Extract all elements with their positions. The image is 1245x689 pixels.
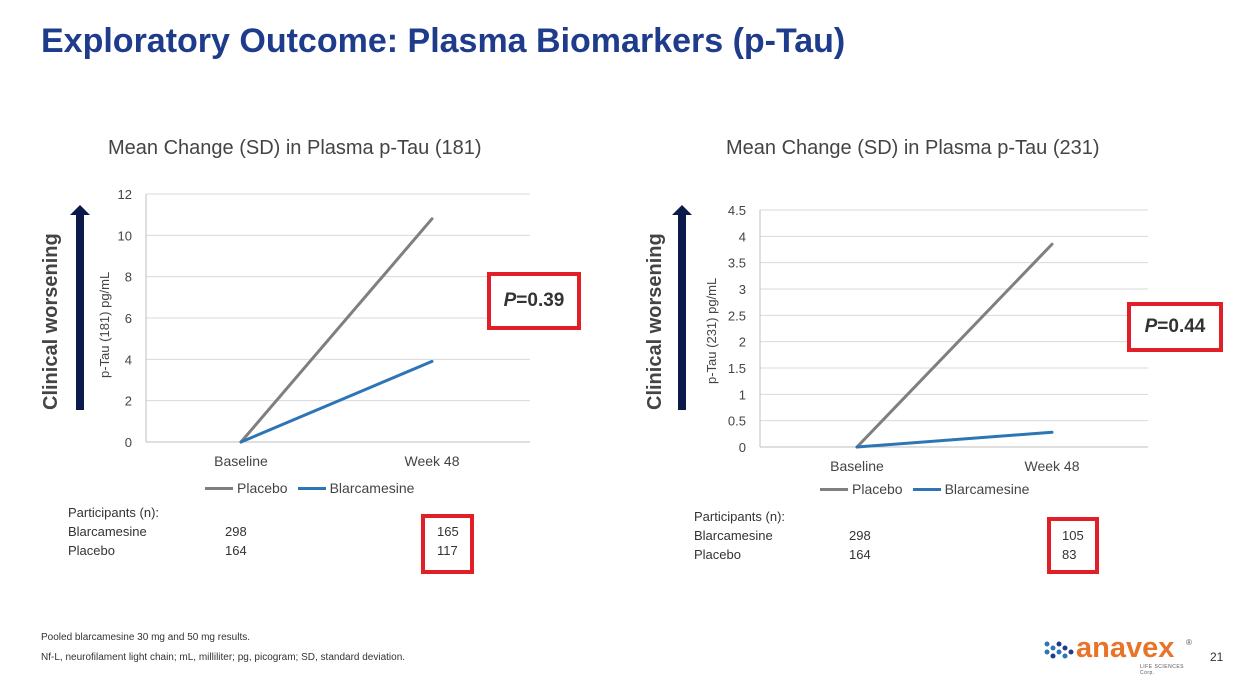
y-tick-label: 3 [739,282,746,297]
p-value-box: P =0.44 [1127,302,1223,352]
y-tick-label: 0 [125,435,132,450]
p-value-prefix: P [503,290,517,311]
y-tick-label: 0.5 [728,414,746,429]
y-tick-label: 2.5 [728,308,746,323]
y-tick-label: 4 [125,352,132,367]
p-value-prefix: P [1144,316,1158,337]
legend-item-blarcamesine: Blarcamesine [297,480,415,496]
logo-registered-mark: ® [1186,638,1192,647]
participant-name: Blarcamesine [68,524,147,539]
participants-label: Participants (n): [68,505,160,520]
logo-mark-icon [1044,641,1074,659]
p-value-text: =0.39 [516,290,565,311]
y-tick-label: 12 [118,187,132,202]
participant-name: Placebo [68,543,115,558]
y-tick-label: 1.5 [728,361,746,376]
week48-highlight-box [421,514,474,574]
x-tick-label: Week 48 [405,453,460,469]
y-tick-label: 8 [125,270,132,285]
y-tick-label: 2 [739,335,746,350]
worsening-arrow-head [672,205,692,215]
participant-baseline: 298 [225,524,247,539]
series-line-blarcamesine [239,359,434,444]
legend-item-placebo: Placebo [205,480,288,496]
worsening-arrow-shaft [678,213,686,410]
chart-legend: Placebo Blarcamesine [820,481,1039,497]
x-tick-label: Week 48 [1025,458,1080,474]
y-tick-label: 3.5 [728,256,746,271]
logo-wordmark: anavex [1076,632,1175,664]
legend-item-blarcamesine: Blarcamesine [912,481,1030,497]
participant-name: Placebo [694,547,741,562]
logo-subtitle: LIFE SCIENCES Corp. [1140,664,1185,676]
series-line-placebo [239,217,434,444]
participant-baseline: 164 [225,543,247,558]
footnote: Nf-L, neurofilament light chain; mL, mil… [41,652,406,663]
legend-item-placebo: Placebo [820,481,903,497]
week48-highlight-box [1047,517,1099,574]
legend-label: Blarcamesine [329,480,415,496]
y-tick-label: 0 [739,440,746,455]
p-value-box: P =0.39 [487,272,581,330]
chart-title: Mean Change (SD) in Plasma p-Tau (231) [726,137,1100,159]
participant-name: Blarcamesine [694,528,773,543]
participant-week48: 83 [1062,547,1077,562]
y-tick-label: 4.5 [728,203,746,218]
y-tick-label: 4 [739,229,746,244]
y-tick-label: 2 [125,394,132,409]
chart-legend: Placebo Blarcamesine [205,480,424,496]
anavex-logo: anavex ® LIFE SCIENCES Corp. [1043,632,1193,676]
participant-week48: 105 [1062,528,1084,543]
y-tick-label: 6 [125,311,132,326]
y-tick-label: 10 [118,228,132,243]
participant-baseline: 164 [849,547,871,562]
slide-title: Exploratory Outcome: Plasma Biomarkers (… [41,22,846,60]
series-line-placebo [855,242,1054,449]
legend-label: Placebo [852,481,903,497]
participant-baseline: 298 [849,528,871,543]
legend-label: Blarcamesine [944,481,1030,497]
x-tick-label: Baseline [830,458,884,474]
participant-week48: 117 [437,543,458,558]
series-line-blarcamesine [855,430,1054,449]
footnote: Pooled blarcamesine 30 mg and 50 mg resu… [41,632,251,643]
legend-label: Placebo [237,480,288,496]
x-tick-label: Baseline [214,453,268,469]
participant-week48: 165 [437,524,459,539]
p-value-text: =0.44 [1157,316,1206,337]
worsening-arrow-shaft [76,213,84,410]
worsening-arrow-head [70,205,90,215]
participants-label: Participants (n): [694,509,786,524]
chart-title: Mean Change (SD) in Plasma p-Tau (181) [108,137,482,159]
page-number: 21 [1210,650,1224,664]
y-tick-label: 1 [739,387,746,402]
